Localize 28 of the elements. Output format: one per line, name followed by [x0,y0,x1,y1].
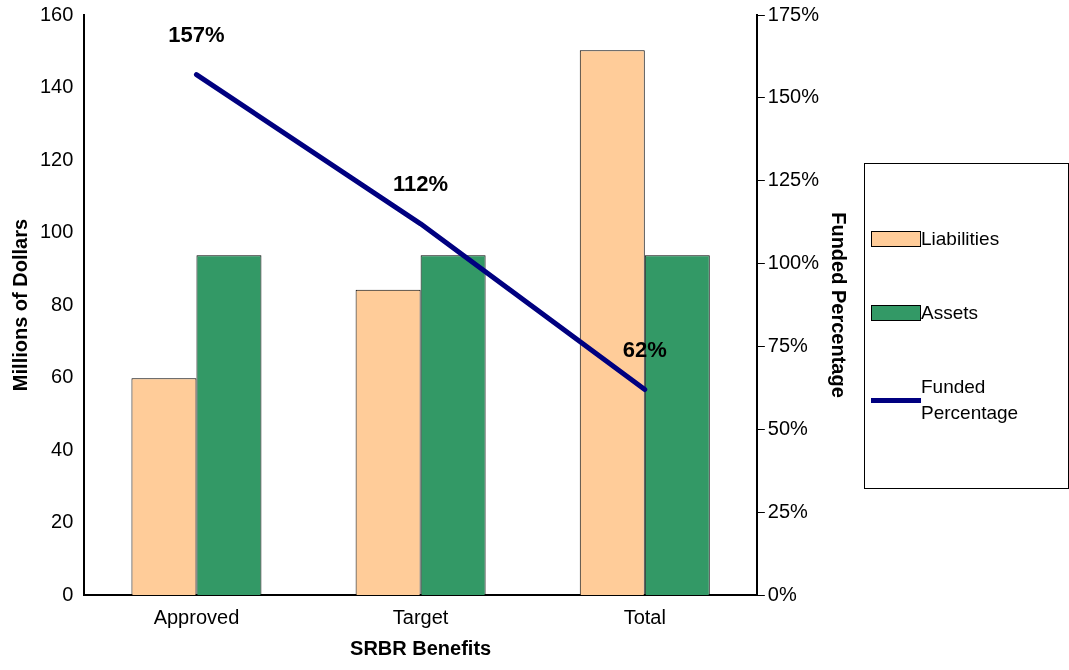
x-axis-title: SRBR Benefits [350,636,492,659]
x-tick-label: Target [392,605,449,628]
y-tick-label: 140 [39,75,74,98]
y-tick-label: 80 [51,292,74,315]
y2-tick-label: 175% [767,2,820,25]
legend-label: Assets [921,301,980,325]
data-label: 157% [168,21,225,47]
y-tick-label: 40 [51,437,74,460]
legend-label: Liabilities [921,227,1001,251]
y-tick-label: 160 [39,2,74,25]
y2-tick-label: 50% [767,416,809,439]
x-tick-label: Total [623,605,666,628]
data-label: 112% [393,170,449,196]
y-axis-title: Millions of Dollars [8,218,31,392]
y-tick-label: 20 [51,510,74,533]
y-tick-label: 120 [39,147,74,170]
legend-label: Funded Percentage [921,375,1020,425]
y-tick-label: 100 [39,220,74,243]
y2-tick-label: 0% [767,582,797,605]
y2-axis-title: Funded Percentage [828,212,851,398]
x-tick-label: Approved [153,605,240,628]
y-tick-label: 0 [62,582,74,605]
y-tick-label: 60 [51,365,74,388]
y2-tick-label: 100% [767,251,820,274]
y2-tick-label: 150% [767,85,820,108]
y2-tick-label: 75% [767,333,809,356]
y2-tick-label: 25% [767,499,809,522]
y2-tick-label: 125% [767,168,820,191]
